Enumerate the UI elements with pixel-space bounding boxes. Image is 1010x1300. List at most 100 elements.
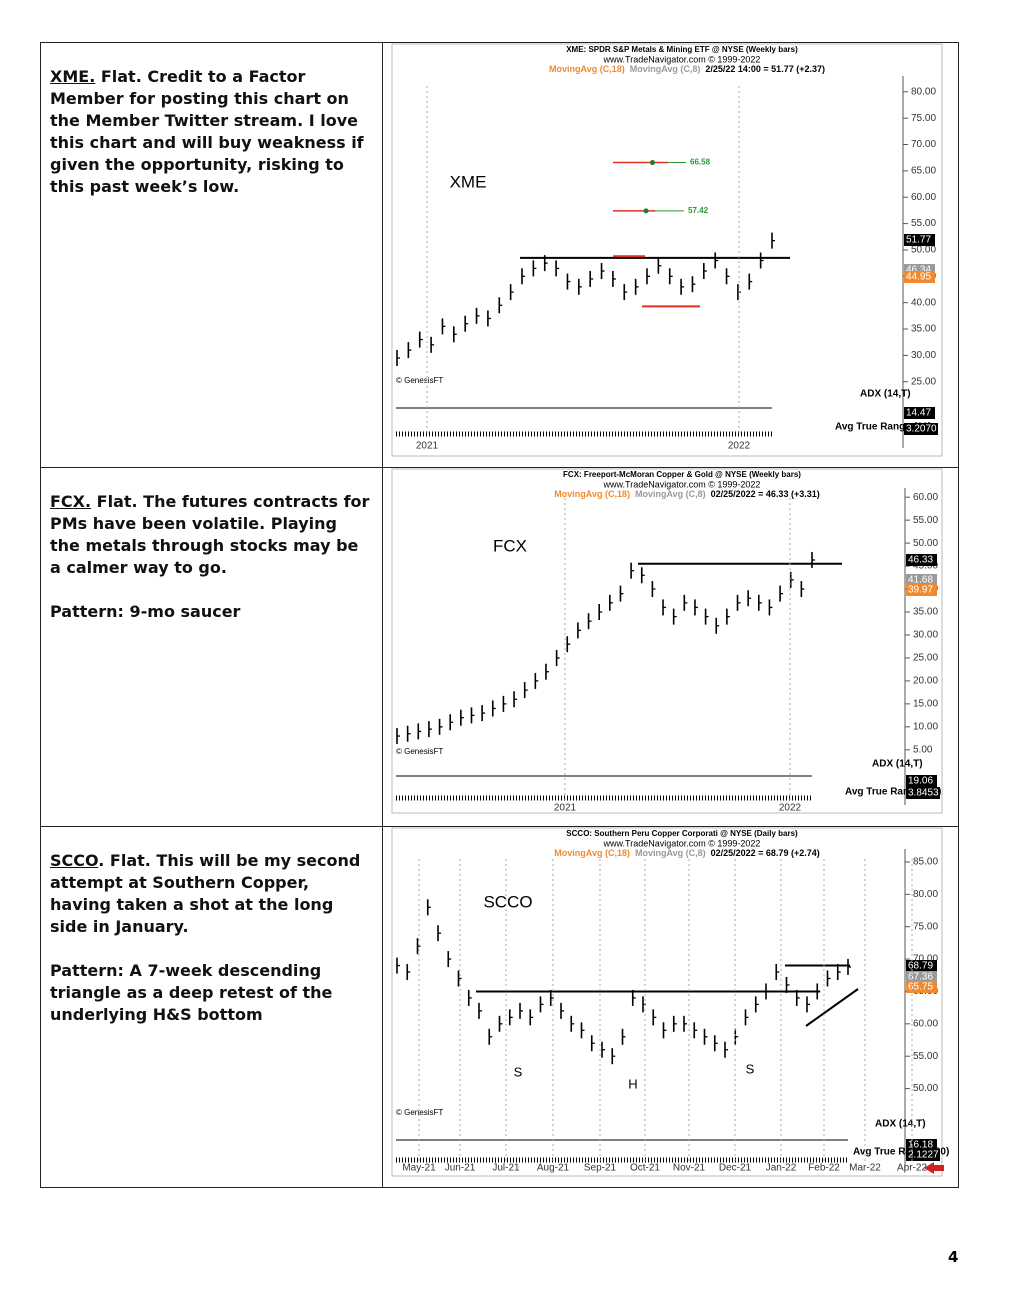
y-tick-label: 40.00	[911, 297, 936, 308]
target-label: 57.42	[688, 206, 709, 215]
atr-value: 2.1227	[908, 1150, 939, 1161]
y-tick-label: 80.00	[913, 889, 938, 900]
ticker: FCX.	[50, 492, 92, 511]
credit: © GenesisFT	[396, 376, 443, 385]
table-border	[40, 42, 959, 43]
row-divider	[40, 467, 959, 468]
note: Flat. Credit to a Factor Member for post…	[50, 67, 364, 196]
x-tick-label: Jan-22	[766, 1163, 797, 1174]
price-tag	[904, 234, 935, 246]
y-tick-label: 10.00	[913, 721, 938, 732]
y-tick-label: 55.00	[911, 218, 936, 229]
y-tick-label: 20.00	[913, 676, 938, 687]
chart-frame	[391, 827, 943, 1177]
ticker: SCCO	[50, 851, 99, 870]
legend: MovingAvg (C,18) MovingAvg (C,8) 02/25/202…	[554, 489, 819, 499]
chart-frame	[391, 43, 943, 457]
x-tick-label: 2022	[779, 803, 802, 814]
chart-source: www.TradeNavigator.com © 1999-2022	[603, 54, 761, 64]
y-tick-label: 25.00	[911, 376, 936, 387]
x-tick-label: Dec-21	[719, 1163, 752, 1174]
y-tick-label: 5.00	[913, 744, 933, 755]
chart-frame	[391, 468, 943, 814]
atr-tag	[906, 1149, 940, 1161]
legend-entry: MovingAvg (C,8)	[635, 489, 706, 499]
y-tick-label: 35.00	[911, 324, 936, 335]
adx-value: 14.47	[906, 408, 931, 419]
note: Flat. The futures contracts for PMs have…	[50, 492, 370, 577]
price-tag-label: 41.68	[908, 575, 933, 586]
x-tick-label: Nov-21	[673, 1163, 706, 1174]
atr-value: 3.8453	[908, 788, 939, 799]
x-tick-label: 2021	[554, 803, 577, 814]
credit: © GenesisFT	[396, 1108, 443, 1117]
y-tick-label: 80.00	[911, 86, 936, 97]
legend-entry: 2/25/22 14:00 = 51.77 (+2.37)	[705, 64, 825, 74]
trend-line	[805, 988, 859, 1027]
column-divider	[382, 42, 383, 1188]
y-tick-label: 55.00	[913, 1051, 938, 1062]
page-number: 4	[948, 1248, 959, 1266]
commentary: FCX. Flat. The futures contracts for PMs…	[50, 491, 372, 645]
price-tag-label: 65.75	[908, 982, 933, 993]
atr-value: 3.2070	[906, 424, 937, 435]
y-tick-label: 75.00	[911, 113, 936, 124]
atr-label: Avg True Range (30)	[835, 422, 931, 433]
chart-source: www.TradeNavigator.com © 1999-2022	[603, 838, 761, 848]
price-tag	[906, 554, 937, 566]
x-tick-label: Jul-21	[492, 1163, 520, 1174]
y-tick-label: 60.00	[911, 192, 936, 203]
chart-label: FCX	[493, 536, 527, 555]
ticker: XME.	[50, 67, 96, 86]
y-tick-label: 50.00	[911, 245, 936, 256]
y-tick-label: 70.00	[911, 139, 936, 150]
price-tag-label: 39.97	[908, 585, 933, 596]
pattern-label: H	[628, 1076, 637, 1091]
note: . Flat. This will be my second attempt a…	[50, 851, 361, 936]
y-tick-label: 85.00	[913, 857, 938, 868]
y-tick-label: 75.00	[913, 921, 938, 932]
chart-label: SCCO	[483, 892, 532, 911]
legend-entry: MovingAvg (C,18)	[554, 848, 630, 858]
table-border	[958, 42, 959, 1188]
chart-title: XME: SPDR S&P Metals & Mining ETF @ NYSE…	[566, 45, 798, 54]
adx-value: 19.06	[908, 776, 933, 787]
y-tick-label: 45.00	[913, 561, 938, 572]
adx-value: 16.18	[908, 1140, 933, 1151]
y-tick-label: 15.00	[913, 699, 938, 710]
price-tag	[906, 960, 937, 972]
chart-title: FCX: Freeport-McMoran Copper & Gold @ NY…	[563, 470, 801, 479]
y-tick-label: 30.00	[913, 630, 938, 641]
adx-label: ADX (14,T)	[875, 1119, 926, 1130]
adx-tag	[906, 1139, 937, 1151]
x-tick-label: May-21	[402, 1163, 436, 1174]
y-tick-label: 30.00	[911, 350, 936, 361]
atr-label: Avg True Range (30)	[845, 787, 941, 798]
credit: © GenesisFT	[396, 747, 443, 756]
x-tick-label: Aug-21	[537, 1163, 570, 1174]
x-tick-label: Feb-22	[808, 1163, 840, 1174]
price-tag	[906, 971, 937, 983]
row-divider	[40, 826, 959, 827]
pattern-label: S	[746, 1061, 755, 1076]
y-tick-label: 35.00	[913, 607, 938, 618]
adx-tag	[906, 775, 937, 787]
y-tick-label: 55.00	[913, 515, 938, 526]
pattern: Pattern: A 7-week descending triangle as…	[50, 961, 333, 1024]
chart-title: SCCO: Southern Peru Copper Corporati @ N…	[566, 829, 798, 838]
y-tick-label: 60.00	[913, 492, 938, 503]
y-tick-label: 25.00	[913, 653, 938, 664]
price-tag-label: 68.79	[908, 961, 933, 972]
table-border	[40, 1187, 959, 1188]
adx-label: ADX (14,T)	[872, 759, 923, 770]
price-tag	[906, 981, 937, 993]
commentary: XME. Flat. Credit to a Factor Member for…	[50, 66, 372, 220]
commentary: SCCO. Flat. This will be my second attem…	[50, 850, 372, 1048]
x-tick-label: Apr-22	[897, 1163, 927, 1174]
x-tick-label: Sep-21	[584, 1163, 617, 1174]
legend-entry: MovingAvg (C,18)	[554, 489, 630, 499]
chart-label: XME	[450, 172, 487, 191]
y-tick-label: 50.00	[913, 1083, 938, 1094]
